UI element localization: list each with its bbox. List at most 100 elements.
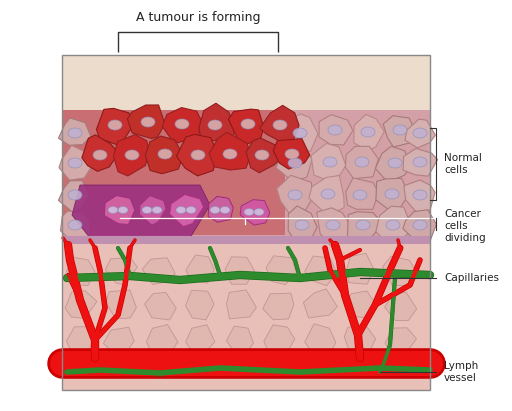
Polygon shape (354, 114, 385, 151)
Ellipse shape (328, 125, 342, 135)
Ellipse shape (355, 157, 369, 167)
Ellipse shape (288, 190, 302, 200)
Polygon shape (62, 236, 430, 244)
Polygon shape (385, 292, 417, 321)
Polygon shape (376, 178, 409, 212)
Polygon shape (199, 103, 235, 141)
Polygon shape (383, 115, 415, 147)
Ellipse shape (356, 220, 370, 230)
Polygon shape (403, 148, 438, 176)
Polygon shape (263, 293, 294, 320)
Polygon shape (186, 325, 215, 355)
Polygon shape (319, 115, 353, 145)
Ellipse shape (413, 157, 427, 167)
Polygon shape (177, 134, 218, 176)
Ellipse shape (388, 158, 402, 168)
Ellipse shape (254, 208, 264, 215)
Polygon shape (169, 194, 204, 226)
Polygon shape (127, 105, 165, 139)
Polygon shape (209, 132, 250, 170)
Polygon shape (142, 258, 175, 284)
Polygon shape (346, 146, 378, 179)
Ellipse shape (353, 190, 367, 200)
Polygon shape (376, 206, 413, 242)
Polygon shape (260, 105, 299, 142)
Polygon shape (185, 291, 214, 320)
Polygon shape (288, 206, 317, 242)
Polygon shape (273, 139, 310, 169)
Ellipse shape (323, 157, 337, 167)
Ellipse shape (285, 149, 299, 159)
Polygon shape (58, 118, 91, 145)
Text: A tumour is forming: A tumour is forming (136, 12, 260, 25)
Ellipse shape (208, 120, 222, 130)
Ellipse shape (385, 189, 399, 199)
Ellipse shape (255, 150, 269, 160)
Ellipse shape (142, 206, 152, 213)
Polygon shape (186, 255, 214, 283)
Polygon shape (382, 256, 417, 286)
Polygon shape (58, 180, 90, 212)
Ellipse shape (68, 128, 82, 138)
Ellipse shape (93, 150, 107, 160)
Polygon shape (62, 240, 430, 390)
Polygon shape (145, 136, 183, 174)
Ellipse shape (413, 220, 427, 230)
Ellipse shape (176, 206, 186, 213)
Polygon shape (226, 290, 257, 319)
Ellipse shape (118, 206, 128, 213)
Ellipse shape (223, 149, 237, 159)
Ellipse shape (152, 206, 162, 213)
Ellipse shape (220, 206, 230, 213)
Polygon shape (228, 109, 264, 144)
Polygon shape (144, 293, 176, 320)
Ellipse shape (413, 190, 427, 200)
Polygon shape (104, 196, 135, 224)
Polygon shape (276, 175, 313, 215)
Polygon shape (82, 135, 119, 171)
Ellipse shape (361, 127, 375, 137)
Polygon shape (346, 178, 378, 209)
Polygon shape (96, 109, 134, 146)
Polygon shape (403, 210, 436, 243)
Ellipse shape (125, 150, 139, 160)
Ellipse shape (241, 119, 255, 129)
Ellipse shape (295, 220, 309, 230)
Ellipse shape (191, 150, 205, 160)
Polygon shape (105, 257, 137, 285)
Ellipse shape (108, 206, 118, 213)
Polygon shape (281, 114, 318, 152)
Polygon shape (304, 289, 337, 318)
Ellipse shape (158, 149, 172, 159)
Polygon shape (67, 257, 95, 286)
Ellipse shape (393, 125, 407, 135)
Polygon shape (375, 146, 411, 182)
Ellipse shape (244, 208, 254, 215)
Ellipse shape (386, 220, 400, 230)
Ellipse shape (186, 206, 196, 213)
Polygon shape (311, 143, 346, 180)
Polygon shape (59, 145, 92, 180)
Ellipse shape (68, 190, 82, 200)
Polygon shape (276, 145, 312, 181)
Polygon shape (67, 327, 94, 357)
Polygon shape (72, 185, 210, 238)
Polygon shape (305, 324, 336, 354)
Polygon shape (264, 325, 295, 354)
Polygon shape (347, 253, 374, 284)
Polygon shape (65, 291, 97, 319)
Polygon shape (146, 325, 178, 354)
Ellipse shape (413, 128, 427, 138)
Polygon shape (317, 208, 351, 245)
Polygon shape (240, 200, 270, 225)
Polygon shape (405, 119, 435, 148)
Polygon shape (348, 212, 383, 243)
Ellipse shape (175, 119, 189, 129)
Ellipse shape (68, 220, 82, 230)
Polygon shape (139, 196, 166, 225)
Ellipse shape (141, 117, 155, 127)
Polygon shape (62, 55, 430, 110)
Polygon shape (404, 180, 435, 212)
Polygon shape (345, 291, 374, 318)
Polygon shape (226, 326, 253, 355)
